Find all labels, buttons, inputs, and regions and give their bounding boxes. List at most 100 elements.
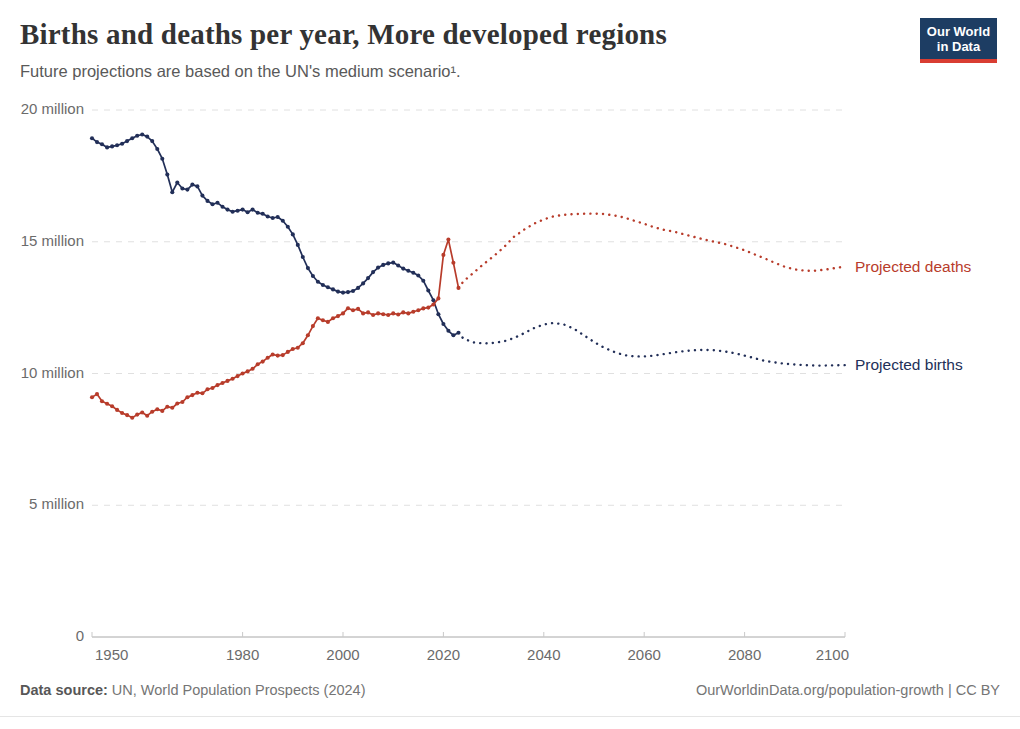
y-tick-label: 0: [0, 627, 84, 644]
x-tick-label: 2080: [728, 646, 761, 663]
series-label-projected-births: Projected births: [855, 356, 963, 374]
data-point: [381, 312, 385, 316]
data-point: [276, 215, 280, 219]
data-point: [130, 416, 134, 420]
data-point: [371, 313, 375, 317]
data-point: [276, 354, 280, 358]
data-point: [401, 267, 405, 271]
data-point: [150, 410, 154, 414]
data-point: [436, 296, 440, 300]
series-label-projected-deaths: Projected deaths: [855, 258, 971, 276]
data-point: [426, 288, 430, 292]
data-point: [150, 139, 154, 143]
data-point: [225, 208, 229, 212]
data-point: [421, 279, 425, 283]
data-point: [311, 324, 315, 328]
y-tick-label: 5 million: [0, 495, 84, 512]
data-point: [376, 266, 380, 270]
data-point: [225, 379, 229, 383]
data-point: [326, 285, 330, 289]
data-point: [396, 263, 400, 267]
x-tick-label: 2060: [628, 646, 661, 663]
data-point: [185, 395, 189, 399]
data-point: [90, 136, 94, 140]
data-point: [261, 360, 265, 364]
series-line-projected-births: [459, 323, 846, 366]
data-point: [296, 346, 300, 350]
data-point: [215, 383, 219, 387]
data-point: [391, 261, 395, 265]
data-point: [346, 306, 350, 310]
data-point: [386, 313, 390, 317]
data-point: [120, 411, 124, 415]
x-tick-label: 1980: [226, 646, 259, 663]
data-point: [135, 413, 139, 417]
data-point: [306, 266, 310, 270]
series-line-births-historical-: [92, 135, 459, 336]
data-point: [115, 143, 119, 147]
data-point: [336, 314, 340, 318]
data-point: [210, 386, 214, 390]
data-point: [180, 186, 184, 190]
data-point: [436, 312, 440, 316]
data-point: [246, 210, 250, 214]
data-point: [251, 367, 255, 371]
data-point: [210, 202, 214, 206]
data-point: [165, 405, 169, 409]
series-line-deaths-historical-: [92, 240, 459, 418]
y-tick-label: 20 million: [0, 100, 84, 117]
data-point: [431, 302, 435, 306]
data-point: [215, 201, 219, 205]
data-point: [95, 140, 99, 144]
data-point: [426, 306, 430, 310]
data-point: [110, 144, 114, 148]
x-tick-label: 2100: [816, 646, 849, 663]
data-point: [145, 414, 149, 418]
x-tick-label: 2000: [326, 646, 359, 663]
data-point: [371, 270, 375, 274]
data-point: [130, 136, 134, 140]
data-point: [266, 214, 270, 218]
data-point: [125, 139, 129, 143]
data-point: [160, 157, 164, 161]
series-line-projected-deaths: [459, 214, 846, 288]
data-point: [331, 316, 335, 320]
data-point: [451, 261, 455, 265]
data-source-label: Data source:: [20, 682, 108, 698]
data-point: [236, 374, 240, 378]
x-tick-label: 2040: [527, 646, 560, 663]
x-tick-label: 2020: [427, 646, 460, 663]
data-point: [200, 194, 204, 198]
credit-link[interactable]: OurWorldinData.org/population-growth | C…: [696, 682, 1000, 698]
data-point: [396, 312, 400, 316]
data-point: [351, 289, 355, 293]
data-point: [205, 199, 209, 203]
data-point: [220, 381, 224, 385]
data-point: [160, 409, 164, 413]
data-point: [236, 209, 240, 213]
data-point: [361, 311, 365, 315]
data-point: [366, 276, 370, 280]
bottom-divider: [0, 716, 1020, 717]
data-point: [451, 333, 455, 337]
data-point: [246, 369, 250, 373]
data-point: [441, 322, 445, 326]
data-point: [301, 341, 305, 345]
data-point: [256, 362, 260, 366]
data-point: [411, 271, 415, 275]
data-point: [446, 329, 450, 333]
data-point: [95, 392, 99, 396]
data-point: [175, 401, 179, 405]
data-point: [271, 216, 275, 220]
data-point: [180, 400, 184, 404]
data-point: [421, 306, 425, 310]
data-point: [266, 356, 270, 360]
x-tick-label: 1950: [95, 646, 128, 663]
data-point: [190, 183, 194, 187]
data-point: [346, 290, 350, 294]
data-point: [391, 311, 395, 315]
data-point: [341, 291, 345, 295]
data-point: [351, 308, 355, 312]
data-point: [120, 142, 124, 146]
data-point: [140, 410, 144, 414]
